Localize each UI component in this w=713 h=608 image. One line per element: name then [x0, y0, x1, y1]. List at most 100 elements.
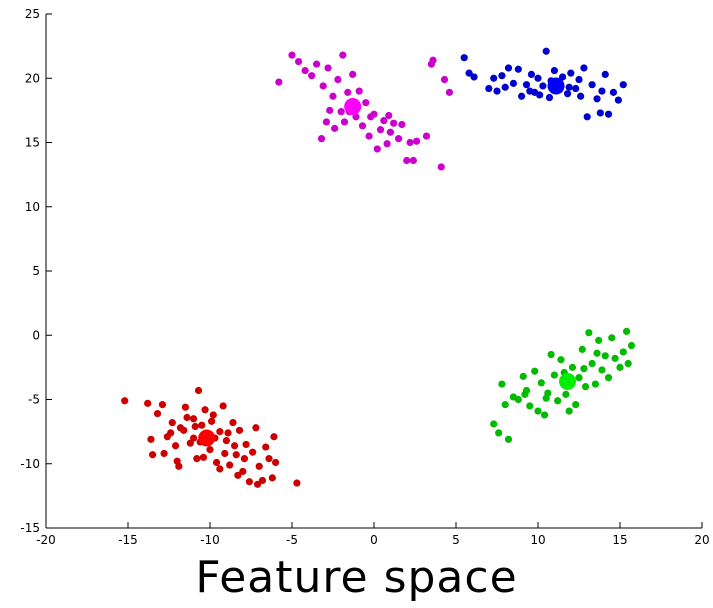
data-point [498, 72, 506, 80]
data-point [627, 341, 636, 350]
data-point [385, 111, 393, 120]
data-point [358, 122, 367, 130]
data-point [465, 69, 473, 77]
data-point [406, 138, 414, 147]
y-tick-label: 20 [25, 71, 40, 85]
cluster-2 [275, 51, 454, 171]
data-point [577, 92, 585, 100]
data-point [362, 99, 370, 107]
data-point [490, 74, 498, 82]
data-point [588, 81, 596, 89]
x-tick-label: 5 [452, 533, 460, 547]
data-point [199, 453, 208, 461]
cluster-centroid [547, 77, 565, 95]
x-tick-label: -10 [200, 533, 220, 547]
data-point [440, 75, 449, 84]
y-tick-label: -5 [28, 393, 40, 407]
data-point [201, 406, 209, 414]
x-tick-label: 0 [370, 533, 378, 547]
data-point [542, 47, 550, 55]
data-point [329, 92, 337, 100]
data-point [322, 118, 331, 126]
data-point [598, 87, 606, 95]
data-point [604, 110, 613, 118]
data-point [565, 83, 573, 91]
data-point [219, 402, 227, 410]
data-point [598, 366, 606, 374]
data-point [581, 383, 590, 391]
data-point [383, 140, 391, 148]
cluster-centroid [559, 373, 577, 391]
data-point [557, 356, 565, 364]
data-point [158, 401, 167, 409]
cluster-centroid [344, 98, 362, 116]
data-point [240, 455, 249, 463]
data-point [501, 83, 509, 91]
data-point [308, 72, 316, 80]
data-point [326, 106, 334, 114]
data-point [514, 65, 522, 73]
data-point [501, 401, 509, 409]
data-point [234, 471, 242, 479]
data-point [186, 439, 194, 447]
data-point [340, 118, 349, 126]
data-point [563, 90, 572, 98]
data-point [519, 372, 527, 380]
data-point [562, 390, 570, 398]
data-point [242, 440, 250, 449]
data-point [249, 448, 257, 456]
data-point [181, 403, 189, 411]
data-point [619, 81, 627, 89]
data-point [324, 64, 332, 72]
data-point [144, 399, 152, 407]
data-point [567, 69, 575, 77]
data-point [531, 367, 539, 375]
data-point [504, 64, 513, 72]
data-point [198, 421, 206, 429]
data-point [331, 124, 339, 132]
data-point [460, 54, 468, 62]
data-point [190, 415, 198, 423]
data-point [255, 462, 263, 470]
data-point [317, 135, 326, 143]
x-tick-label: -15 [118, 533, 138, 547]
data-point [540, 411, 549, 419]
cluster-1 [121, 386, 301, 488]
data-point [216, 428, 224, 436]
y-tick-label: 10 [25, 200, 40, 214]
y-tick-label: 15 [25, 136, 40, 150]
data-point [337, 108, 345, 116]
data-point [239, 467, 247, 476]
data-point [183, 413, 191, 422]
data-point [252, 424, 260, 432]
data-point [485, 84, 493, 93]
data-point [526, 87, 534, 95]
data-point [272, 458, 280, 467]
data-point [518, 92, 526, 100]
data-point [624, 359, 632, 368]
data-point [437, 163, 445, 171]
data-point [171, 442, 180, 450]
data-point [221, 449, 229, 458]
data-point [568, 363, 577, 371]
data-point [537, 379, 545, 387]
data-point [493, 87, 501, 95]
data-point [147, 435, 155, 443]
data-point [604, 374, 613, 382]
data-point [490, 420, 498, 428]
data-point [268, 474, 276, 482]
data-point [572, 84, 580, 93]
figure-caption: Feature space [195, 552, 518, 603]
data-point [208, 417, 216, 425]
data-point [222, 437, 230, 445]
data-point [521, 390, 529, 398]
y-tick-label: 0 [32, 328, 40, 342]
data-point [229, 419, 237, 427]
data-point [365, 132, 373, 140]
data-point [614, 96, 622, 104]
data-point [167, 429, 175, 437]
data-point [608, 334, 616, 342]
data-point [601, 70, 609, 78]
